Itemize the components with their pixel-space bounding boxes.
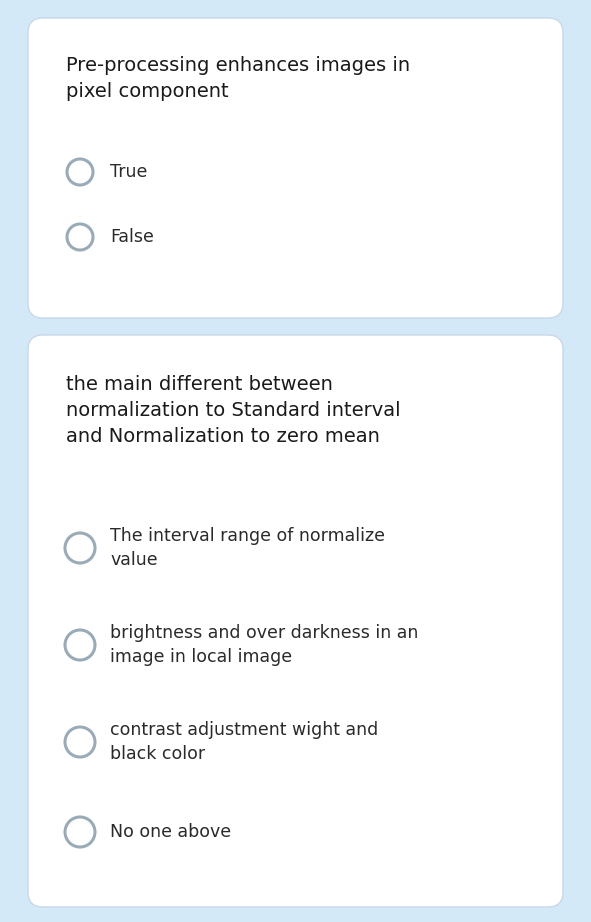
FancyBboxPatch shape [28, 335, 563, 907]
Text: Pre-processing enhances images in
pixel component: Pre-processing enhances images in pixel … [66, 56, 410, 100]
Text: The interval range of normalize
value: The interval range of normalize value [110, 527, 385, 569]
Text: contrast adjustment wight and
black color: contrast adjustment wight and black colo… [110, 721, 378, 762]
Circle shape [65, 817, 95, 847]
FancyBboxPatch shape [28, 18, 563, 318]
Text: brightness and over darkness in an
image in local image: brightness and over darkness in an image… [110, 624, 418, 666]
Text: No one above: No one above [110, 823, 231, 841]
Circle shape [65, 630, 95, 660]
Circle shape [65, 533, 95, 563]
Circle shape [65, 727, 95, 757]
Text: True: True [110, 163, 147, 181]
Text: the main different between
normalization to Standard interval
and Normalization : the main different between normalization… [66, 375, 401, 445]
Circle shape [67, 159, 93, 185]
Circle shape [67, 224, 93, 250]
Text: False: False [110, 228, 154, 246]
